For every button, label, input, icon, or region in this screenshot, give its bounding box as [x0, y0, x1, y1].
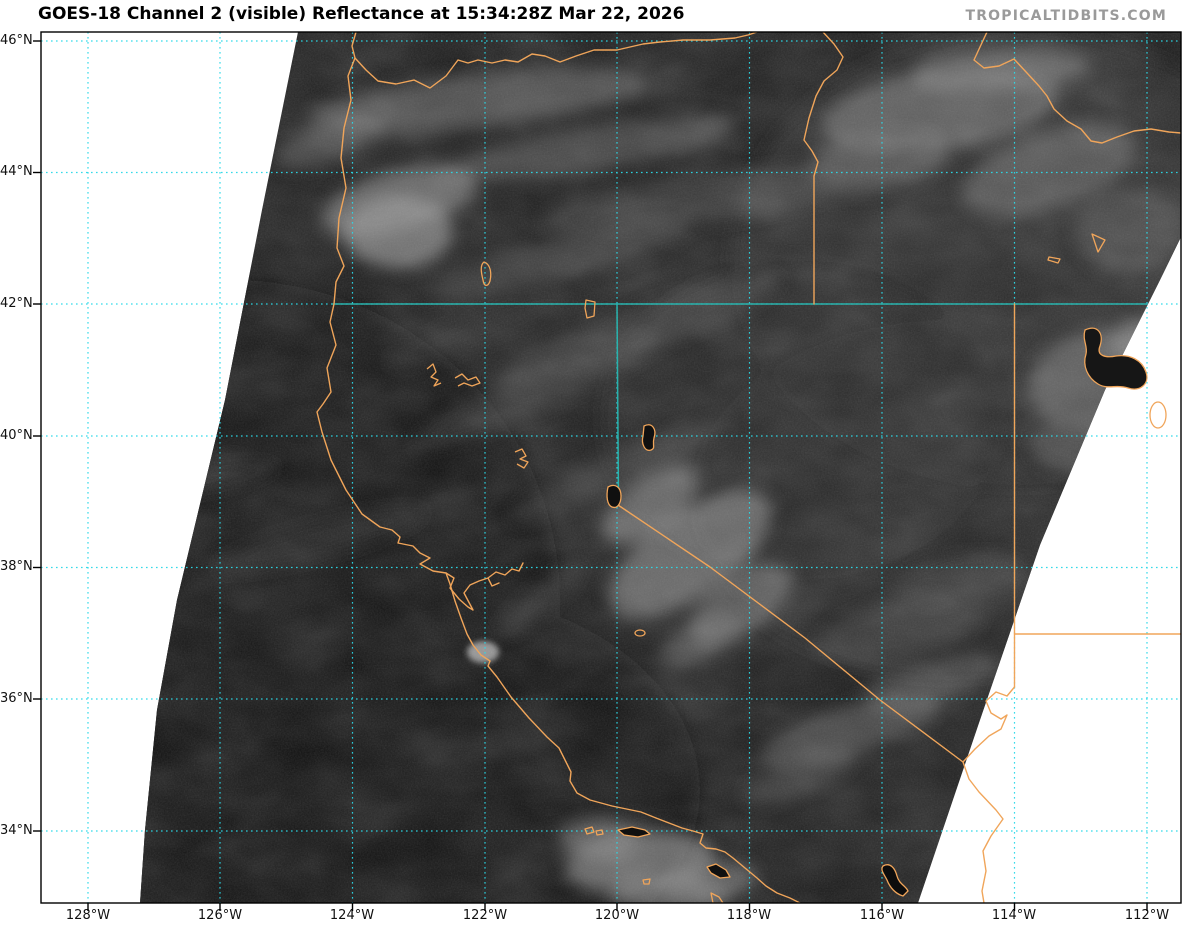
y-axis-ticks [33, 40, 41, 832]
lakes-and-islands [426, 233, 1167, 903]
utah-lake [1149, 401, 1167, 429]
san-miguel-island [584, 826, 595, 835]
axes-frame [33, 31, 1182, 911]
y-tick-38n: 38°N [0, 559, 33, 574]
x-tick-128w: 128°W [65, 908, 111, 923]
trinity-lake [454, 373, 481, 387]
lake-tahoe [606, 484, 622, 509]
x-tick-118w: 118°W [726, 908, 772, 923]
shasta-lake [426, 363, 442, 387]
santa-rosa-island [595, 829, 604, 836]
small-reservoir [634, 629, 646, 637]
y-tick-34n: 34°N [0, 823, 33, 838]
x-tick-116w: 116°W [859, 908, 905, 923]
upper-klamath-lake [480, 261, 492, 287]
x-tick-126w: 126°W [197, 908, 243, 923]
goose-lake [584, 299, 596, 319]
salton-sea [881, 864, 909, 897]
idaho-river [973, 32, 1181, 144]
y-tick-36n: 36°N [0, 691, 33, 706]
x-axis-ticks [87, 903, 1148, 911]
catalina-island [706, 863, 731, 879]
columbia-river-border [354, 32, 758, 89]
border-42n-line [332, 303, 1147, 503]
geography-borders [316, 32, 1181, 903]
x-tick-112w: 112°W [1124, 908, 1170, 923]
snake-river-oregon-idaho-border [803, 32, 844, 305]
y-tick-42n: 42°N [0, 296, 33, 311]
san-clemente-island [710, 892, 724, 903]
pacific-coastline [316, 32, 801, 903]
y-tick-46n: 46°N [0, 33, 33, 48]
y-tick-40n: 40°N [0, 428, 33, 443]
pyramid-lake [641, 424, 656, 451]
lake-oroville [514, 448, 529, 469]
great-salt-lake [1083, 327, 1148, 390]
graticule-gridlines [41, 32, 1181, 903]
site-watermark: TROPICALTIDBITS.COM [965, 8, 1167, 24]
image-title: GOES-18 Channel 2 (visible) Reflectance … [38, 4, 685, 24]
colorado-river-border [962, 686, 1016, 903]
bear-lake [1091, 233, 1106, 253]
x-tick-114w: 114°W [991, 908, 1037, 923]
california-nevada-diagonal-border [617, 504, 964, 763]
y-tick-44n: 44°N [0, 164, 33, 179]
san-francisco-bay [445, 562, 524, 611]
santa-barbara-island [642, 878, 651, 885]
santa-cruz-island [617, 826, 651, 838]
small-idaho-lake [1047, 256, 1061, 264]
x-tick-124w: 124°W [329, 908, 375, 923]
x-tick-122w: 122°W [462, 908, 508, 923]
x-tick-120w: 120°W [594, 908, 640, 923]
